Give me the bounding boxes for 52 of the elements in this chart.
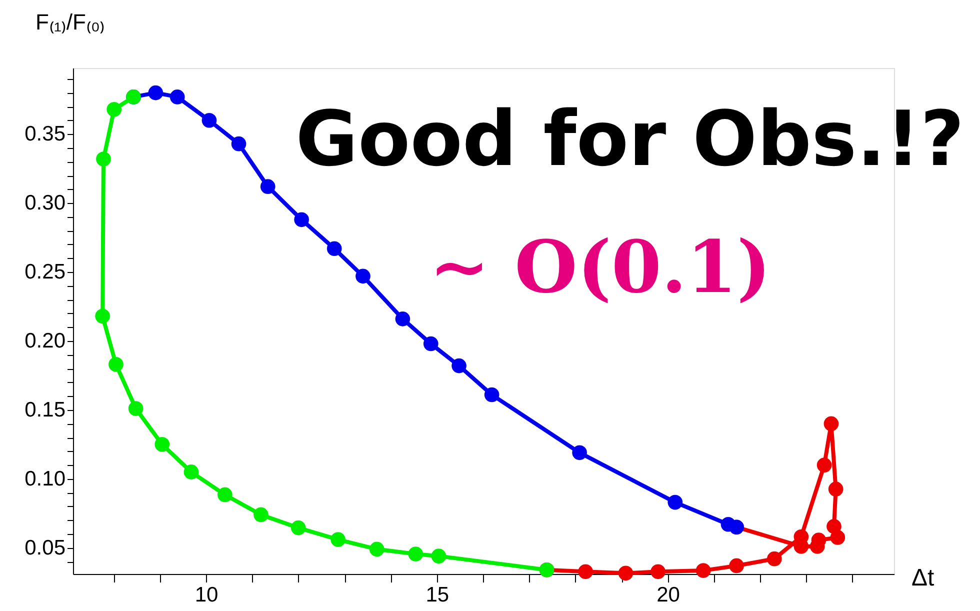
point bbox=[330, 532, 346, 547]
point bbox=[650, 564, 666, 580]
point bbox=[218, 487, 232, 502]
y-tick-label: 0.35 bbox=[24, 122, 66, 146]
y-tick-label: 0.30 bbox=[24, 192, 66, 215]
point bbox=[668, 494, 683, 510]
point bbox=[106, 102, 122, 117]
point bbox=[578, 564, 593, 580]
point bbox=[395, 312, 410, 326]
x-tick-label: 10 bbox=[194, 584, 218, 606]
point bbox=[294, 212, 309, 228]
point bbox=[729, 558, 744, 574]
point bbox=[423, 336, 438, 352]
y-tick-label: 0.20 bbox=[24, 329, 66, 352]
point bbox=[452, 358, 466, 374]
point bbox=[696, 563, 711, 578]
x-axis-title: Δt bbox=[912, 564, 935, 592]
point bbox=[154, 436, 170, 452]
point bbox=[572, 445, 587, 460]
y-tick-label: 0.10 bbox=[24, 467, 66, 490]
point bbox=[618, 566, 634, 581]
point bbox=[184, 464, 199, 480]
point bbox=[824, 416, 839, 432]
point bbox=[408, 546, 424, 562]
y-tick-label: 0.25 bbox=[24, 260, 66, 284]
point bbox=[108, 357, 124, 372]
point bbox=[96, 152, 111, 166]
y-axis-title: F₍₁₎/F₍₀₎ bbox=[36, 10, 106, 34]
point bbox=[830, 530, 846, 545]
point bbox=[254, 507, 268, 522]
point bbox=[290, 520, 306, 536]
point bbox=[231, 136, 246, 152]
point bbox=[148, 85, 164, 100]
point bbox=[828, 482, 844, 496]
point bbox=[326, 241, 342, 256]
annotation: Good for Obs.!? bbox=[296, 94, 964, 183]
point bbox=[484, 387, 500, 402]
point bbox=[170, 90, 185, 104]
point bbox=[431, 548, 446, 564]
point bbox=[369, 542, 384, 557]
point bbox=[202, 112, 217, 128]
y-tick-label: 0.05 bbox=[24, 536, 66, 560]
x-tick-label: 20 bbox=[656, 584, 680, 606]
point bbox=[260, 179, 276, 194]
point bbox=[356, 268, 370, 284]
point bbox=[95, 308, 110, 324]
point bbox=[816, 458, 832, 472]
annotation: ∼ O(0.1) bbox=[429, 224, 771, 309]
point bbox=[766, 551, 782, 566]
point bbox=[128, 401, 144, 416]
x-tick-label: 15 bbox=[426, 584, 450, 606]
y-tick-label: 0.15 bbox=[24, 398, 66, 422]
